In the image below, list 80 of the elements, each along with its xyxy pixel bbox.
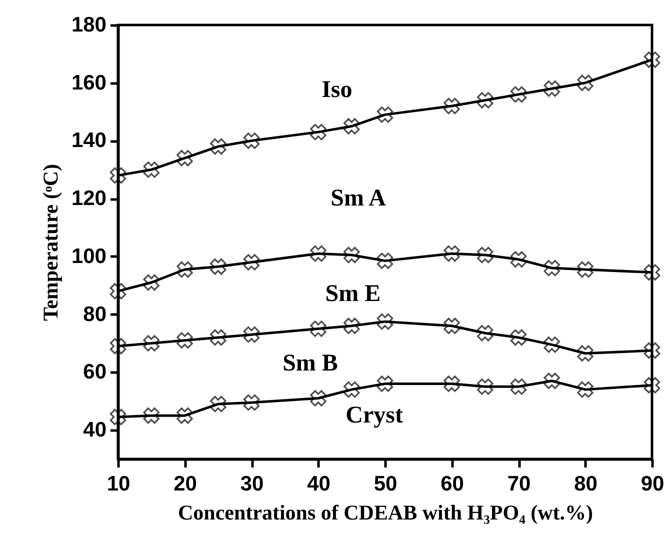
point	[210, 396, 226, 412]
point	[110, 283, 126, 300]
y-tick-label: 140	[71, 129, 106, 152]
point	[143, 274, 160, 291]
point	[476, 325, 494, 342]
point	[243, 394, 260, 411]
y-tick-label: 80	[83, 302, 106, 326]
x-tick-label: 50	[374, 472, 398, 496]
x-tick-label: 30	[240, 472, 264, 496]
point	[544, 260, 560, 276]
point	[444, 245, 460, 262]
point	[210, 138, 226, 155]
y-tick-label: 120	[71, 187, 106, 210]
x-tick-label: 90	[640, 472, 664, 496]
annotation: Sm A	[330, 186, 387, 212]
point	[544, 336, 560, 353]
point	[544, 80, 560, 97]
x-tick-label: 40	[307, 472, 330, 496]
point	[510, 378, 527, 395]
point	[476, 378, 494, 395]
point	[143, 407, 160, 424]
point	[343, 246, 360, 264]
x-tick-label: 60	[440, 472, 464, 496]
point	[476, 92, 494, 108]
point	[644, 377, 660, 394]
point	[343, 118, 360, 134]
point	[376, 252, 394, 269]
point	[310, 245, 326, 262]
annotation: Sm E	[325, 281, 381, 308]
point	[343, 381, 360, 398]
point	[644, 342, 660, 359]
y-tick-label: 160	[71, 71, 106, 94]
point	[577, 381, 594, 398]
point	[243, 326, 260, 343]
point	[444, 98, 460, 114]
point	[510, 251, 527, 268]
point	[176, 261, 193, 278]
point	[210, 329, 226, 346]
point	[476, 246, 494, 264]
point	[343, 318, 360, 334]
point	[510, 86, 527, 103]
point	[110, 167, 126, 184]
y-axis-title: Temperature (ᵒC)	[38, 164, 62, 322]
annotation: Cryst	[346, 402, 403, 429]
point	[376, 313, 394, 330]
x-axis-title: Concentrations of CDEAB with H₃PO₄ (wt.%)	[178, 500, 594, 524]
x-tick-label: 20	[174, 472, 197, 496]
point	[176, 407, 193, 424]
x-tick-label: 70	[507, 472, 531, 496]
point	[176, 332, 193, 349]
point	[510, 329, 527, 346]
y-tick-label: 60	[83, 360, 106, 384]
point	[577, 345, 594, 362]
point	[310, 124, 326, 140]
y-tick-label: 40	[83, 418, 106, 442]
point	[143, 335, 160, 352]
point	[376, 376, 394, 392]
annotation: Iso	[322, 77, 352, 104]
point	[110, 408, 126, 426]
point	[310, 390, 326, 406]
point	[243, 254, 260, 270]
y-tick-label: 180	[71, 14, 106, 36]
point	[644, 264, 660, 281]
point	[243, 132, 260, 149]
x-tick-label: 10	[106, 472, 130, 496]
point	[176, 150, 193, 166]
point	[544, 372, 560, 390]
point	[110, 338, 126, 354]
point	[143, 162, 160, 178]
x-tick-label: 80	[574, 472, 598, 496]
point	[310, 320, 326, 337]
point	[644, 52, 660, 68]
annotation: Sm B	[282, 350, 338, 377]
point	[577, 74, 594, 92]
point	[376, 106, 394, 123]
point	[210, 258, 226, 275]
point	[444, 318, 460, 334]
y-tick-label: 100	[71, 244, 106, 268]
point	[444, 376, 460, 392]
point	[577, 261, 594, 278]
